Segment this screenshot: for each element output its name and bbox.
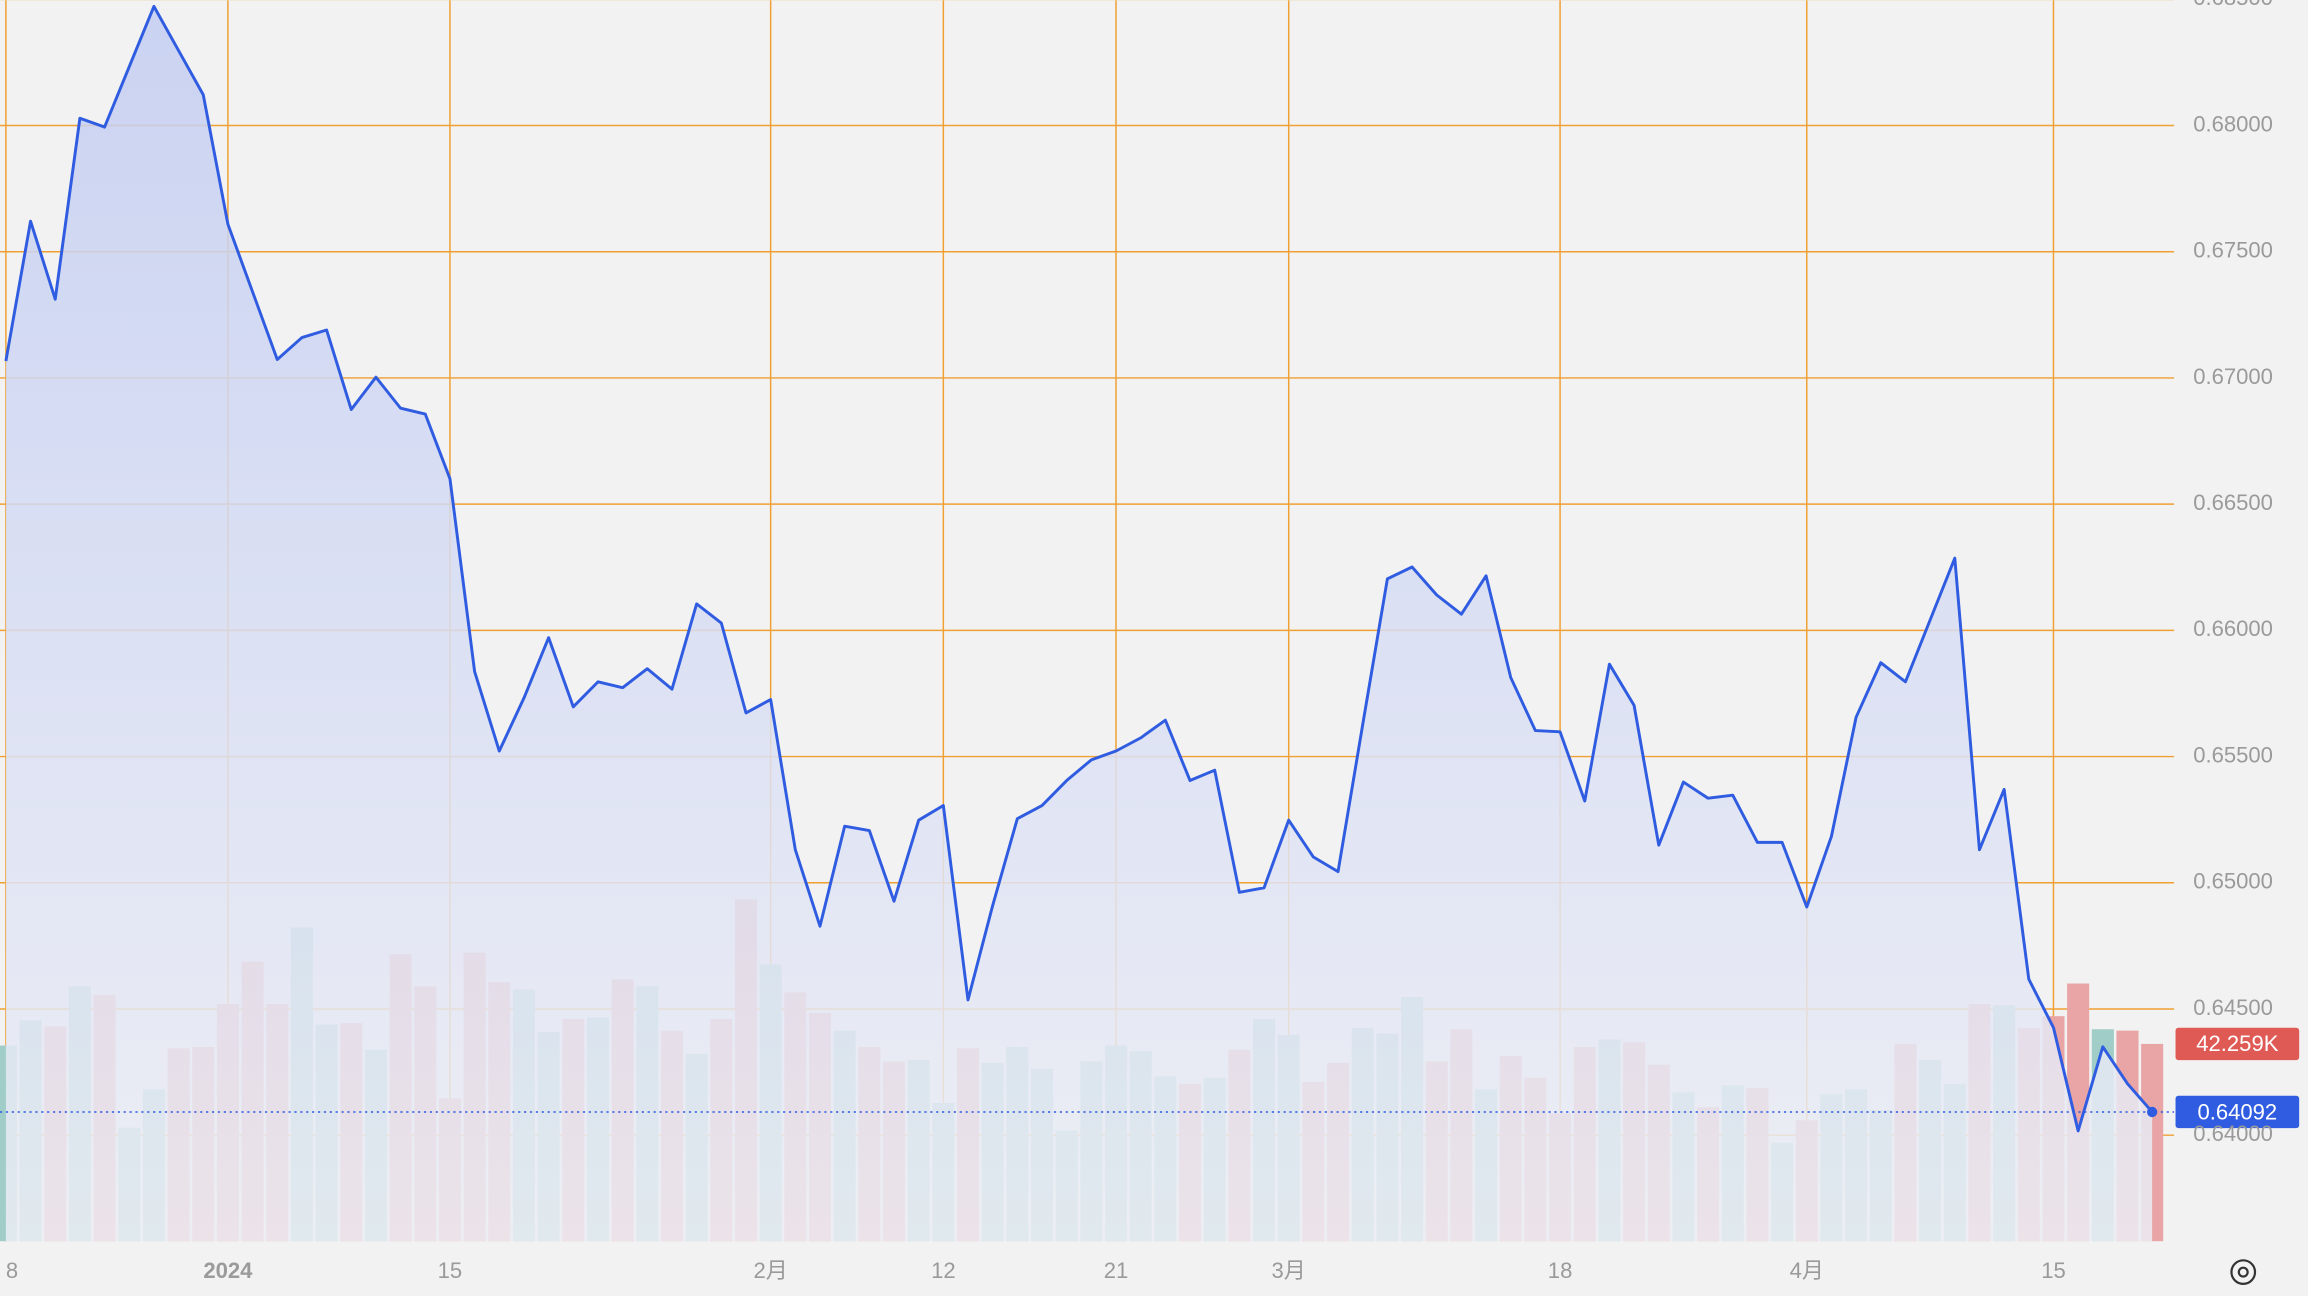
y-tick-label: 0.64500 [2193,995,2273,1020]
volume-tag-label: 42.259K [2196,1031,2278,1056]
x-tick-label: 2月 [753,1258,787,1283]
y-tick-label: 0.67000 [2193,364,2273,389]
y-tick-label: 0.65000 [2193,869,2273,894]
area-fill [5,6,2153,1242]
x-tick-label: 12 [931,1258,956,1283]
y-tick-label: 0.68500 [2193,0,2273,10]
price-tag [2175,1095,2300,1129]
x-tick-label: 21 [1104,1258,1129,1283]
x-tick-label: 15 [438,1258,463,1283]
y-tick-label: 0.66500 [2193,490,2273,515]
y-tick-label: 0.67500 [2193,238,2273,263]
x-tick-label: 4月 [1790,1258,1824,1283]
area-layer [5,6,2153,1242]
x-tick-label: 8 [6,1258,18,1283]
tags-layer: 0.64092 42.259K [0,1027,2300,1129]
x-tick-label: 15 [2041,1258,2066,1283]
x-tick-label: 3月 [1272,1258,1306,1283]
price-tag-label: 0.64092 [2197,1099,2277,1124]
settings-icon[interactable] [2230,1259,2257,1285]
icon-dot [2237,1266,2249,1278]
x-tick-label: 18 [1548,1258,1573,1283]
y-tick-label: 0.65500 [2193,742,2273,767]
last-point [2146,1106,2158,1118]
y-tick-label: 0.66000 [2193,616,2273,641]
line-layer [4,4,2158,1133]
y-tick-label: 0.64000 [2193,1121,2273,1146]
x-tick-label: 2024 [203,1258,253,1283]
icon-ring [2230,1259,2257,1285]
y-tick-label: 0.68000 [2193,111,2273,136]
price-line [4,4,2154,1133]
labels-layer: 0.64000 0.64500 0.65000 0.65500 0.66000 0.665… [6,0,2273,1283]
volume-tag [2175,1027,2300,1061]
